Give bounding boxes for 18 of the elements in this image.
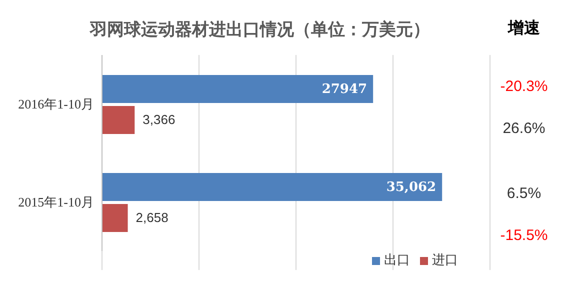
bar: [102, 204, 128, 232]
text: -20.3%: [499, 78, 549, 95]
bar: [102, 173, 442, 201]
bar: [102, 75, 374, 103]
text: 6.5%: [506, 185, 542, 202]
y-tick-label: 2015年1-10月: [18, 194, 94, 210]
text: 26.6%: [502, 120, 546, 137]
legend-label: 出口: [384, 252, 410, 267]
text: 增速: [506, 18, 541, 39]
chart-title: 羽网球运动器材进出口情况（单位：万美元）: [88, 19, 431, 41]
bar: [102, 106, 135, 134]
text: -15.5%: [499, 227, 549, 244]
data-label: 27947: [322, 82, 368, 97]
legend-label: 进口: [432, 252, 458, 267]
y-tick-label: 2016年1-10月: [18, 96, 94, 112]
data-label: 2,658: [136, 210, 168, 225]
data-label: 3,366: [142, 112, 176, 127]
data-label: 35,062: [386, 180, 436, 195]
